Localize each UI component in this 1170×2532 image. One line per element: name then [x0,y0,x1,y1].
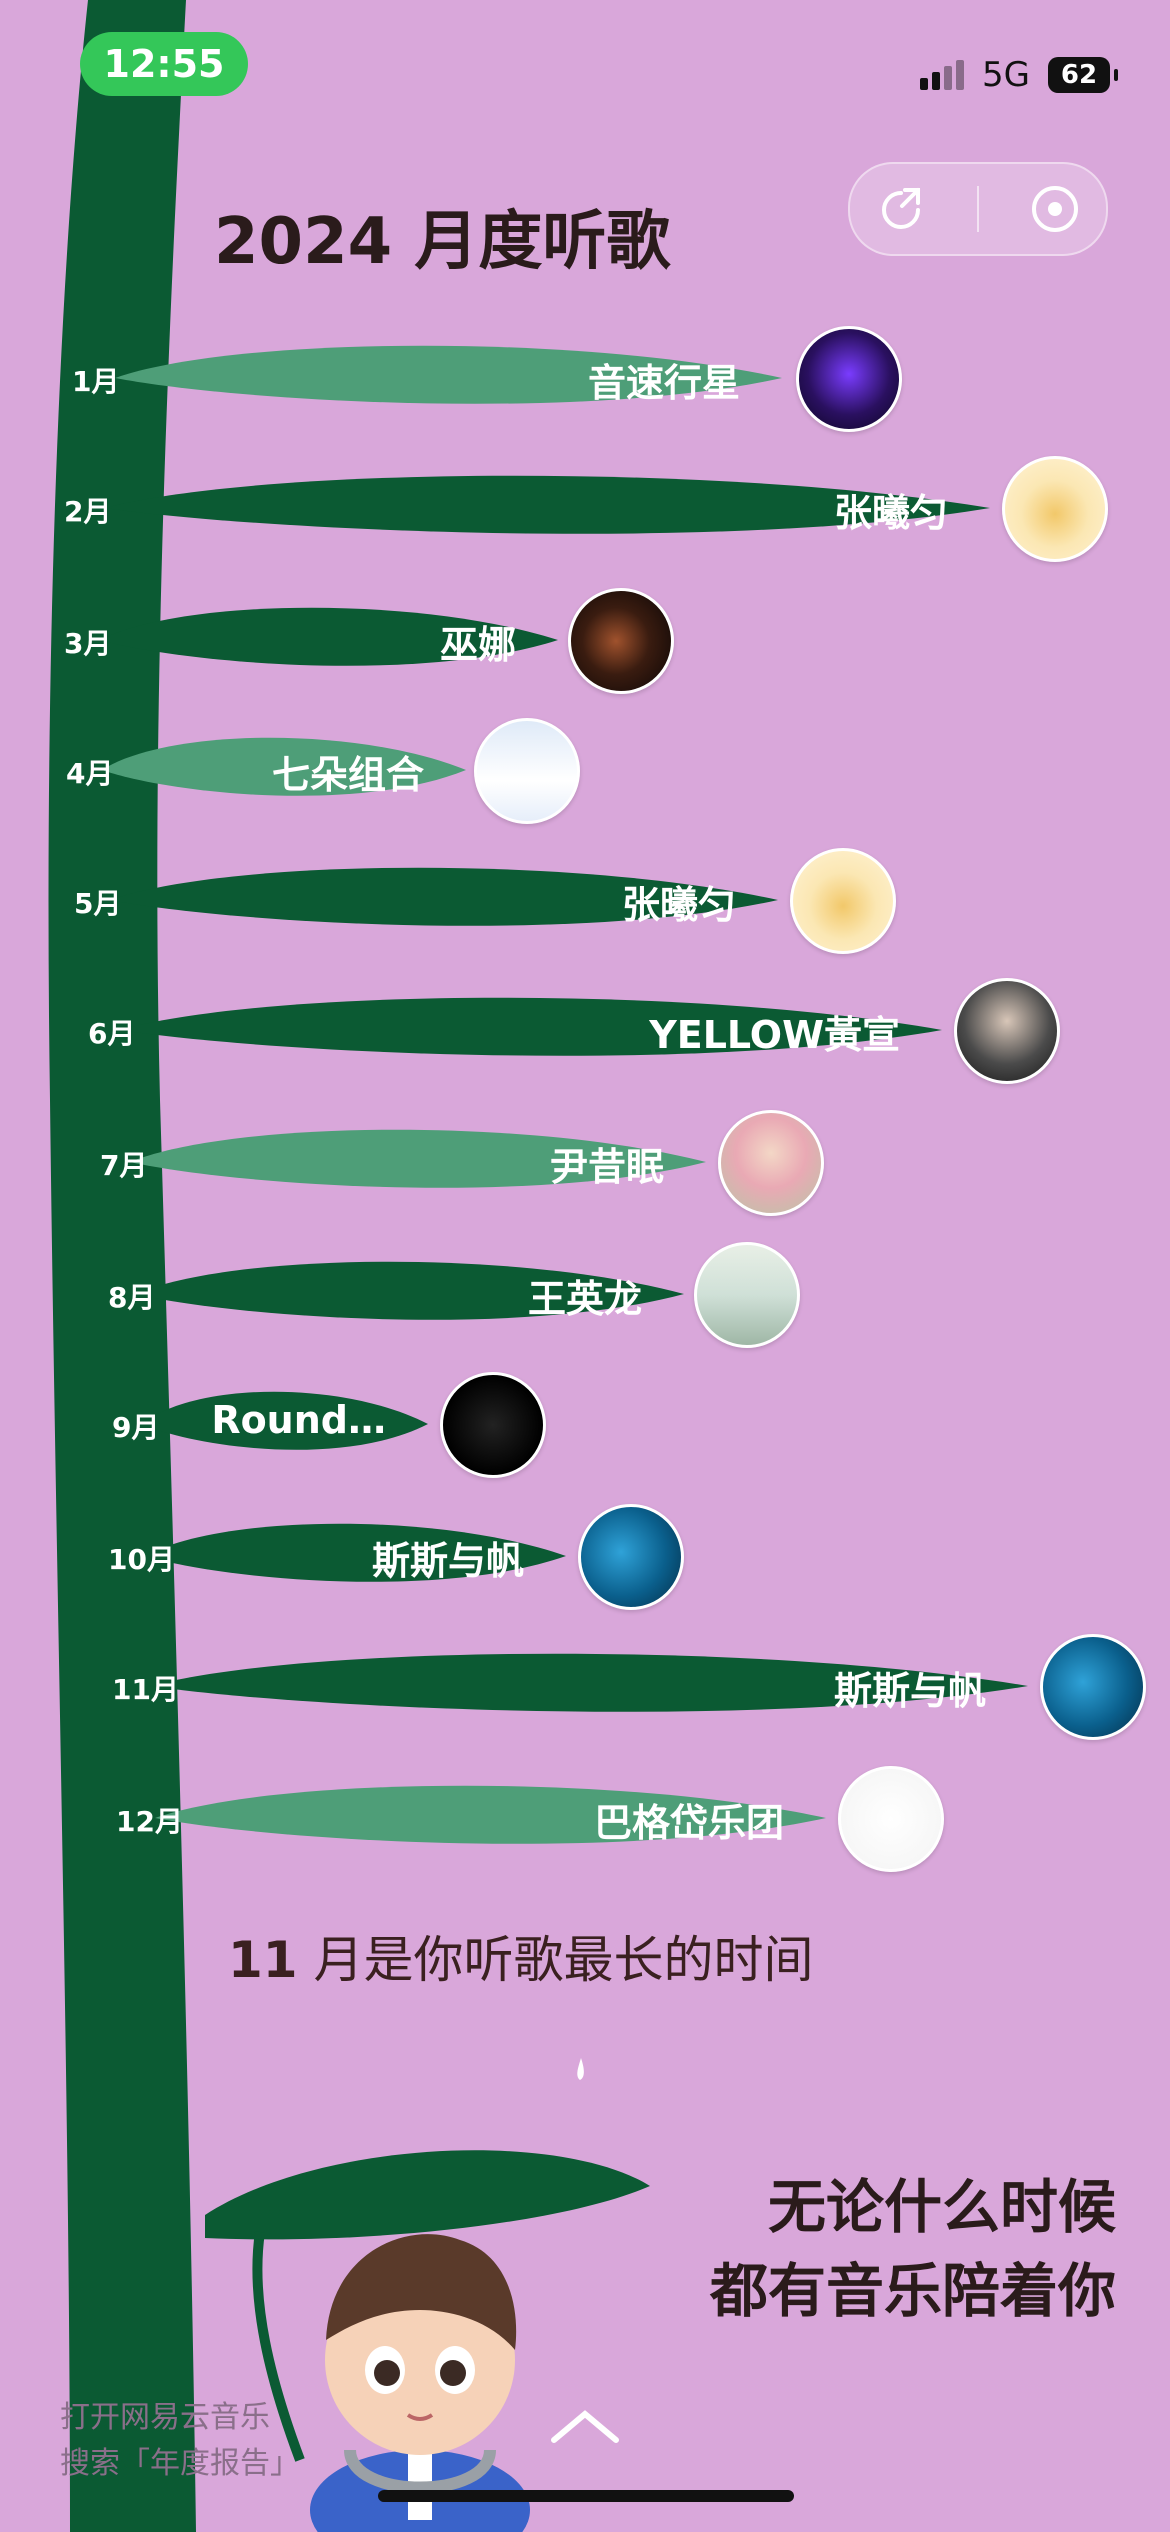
leaf-shape [145,1523,566,1582]
artist-name[interactable]: YELLOW黃宣 [649,1013,900,1057]
month-label: 4月 [66,757,114,790]
artist-name[interactable]: 王英龙 [527,1277,642,1321]
artist-name[interactable]: 斯斯与帆 [833,1669,986,1713]
signal-icon [920,60,965,90]
month-label: 12月 [116,1805,183,1838]
artist-name[interactable]: 七朵组合 [271,753,424,797]
artist-avatar[interactable] [578,1504,684,1610]
peak-month-stat: 11 月是你听歌最长的时间 [228,1920,814,1992]
month-label: 7月 [100,1149,148,1182]
peak-month-number: 11 [228,1931,298,1989]
artist-name[interactable]: 斯斯与帆 [371,1539,524,1583]
artist-avatar[interactable] [440,1372,546,1478]
artist-avatar[interactable] [1002,456,1108,562]
boy-character-illustration [310,2234,530,2532]
battery-icon: 62 [1048,57,1118,93]
status-indicators: 5G 62 [920,48,1118,102]
artist-name[interactable]: 尹昔眠 [549,1145,664,1189]
month-label: 6月 [88,1017,136,1050]
tagline-line1: 无论什么时候 [767,2173,1116,2241]
leaf-shape [130,1129,706,1188]
leaf-shape [100,607,558,666]
network-label: 5G [982,55,1030,95]
peak-month-text: 月是你听歌最长的时间 [297,1931,814,1989]
tagline-line2: 都有音乐陪着你 [709,2257,1116,2325]
target-close-icon[interactable] [1028,182,1082,236]
artist-avatar[interactable] [474,718,580,824]
leaf-shape [102,737,466,796]
month-label: 9月 [112,1411,160,1444]
month-label: 11月 [112,1673,179,1706]
mini-program-capsule [848,162,1108,256]
leaf-shape [155,1785,826,1844]
artist-avatar[interactable] [1040,1634,1146,1740]
leaf-shape [120,997,942,1056]
month-label: 1月 [72,365,120,398]
leaf-shape [110,867,778,926]
share-icon[interactable] [874,182,928,236]
month-label: 8月 [108,1281,156,1314]
leaf-shape [105,475,990,534]
status-time: 12:55 [80,32,248,96]
artist-name[interactable]: 张曦匀 [621,883,736,927]
month-label: 10月 [108,1543,175,1576]
capsule-divider [976,186,979,232]
leaf-shape [150,1653,1028,1712]
artist-name[interactable]: 巴格岱乐团 [593,1801,784,1845]
leaf-shape [142,1391,428,1450]
month-label: 3月 [64,627,112,660]
leaf-shape [135,1261,684,1320]
artist-name[interactable]: Round… [211,1398,386,1442]
artist-name[interactable]: 音速行星 [587,361,740,405]
artist-avatar[interactable] [718,1110,824,1216]
artist-avatar[interactable] [790,848,896,954]
month-label: 5月 [74,887,122,920]
artist-avatar[interactable] [694,1242,800,1348]
leaf-shape [115,345,782,404]
artist-name[interactable]: 巫娜 [439,623,516,667]
artist-avatar[interactable] [796,326,902,432]
chevron-up-icon[interactable] [548,2404,622,2448]
promo-line2: 搜索「年度报告」 [60,2446,300,2481]
home-indicator [378,2490,794,2502]
artist-avatar[interactable] [954,978,1060,1084]
page-title: 2024 月度听歌 [214,205,671,279]
promo-line1: 打开网易云音乐 [60,2400,270,2435]
artist-avatar[interactable] [568,588,674,694]
month-label: 2月 [64,495,112,528]
artist-name[interactable]: 张曦匀 [833,491,948,535]
artist-avatar[interactable] [838,1766,944,1872]
